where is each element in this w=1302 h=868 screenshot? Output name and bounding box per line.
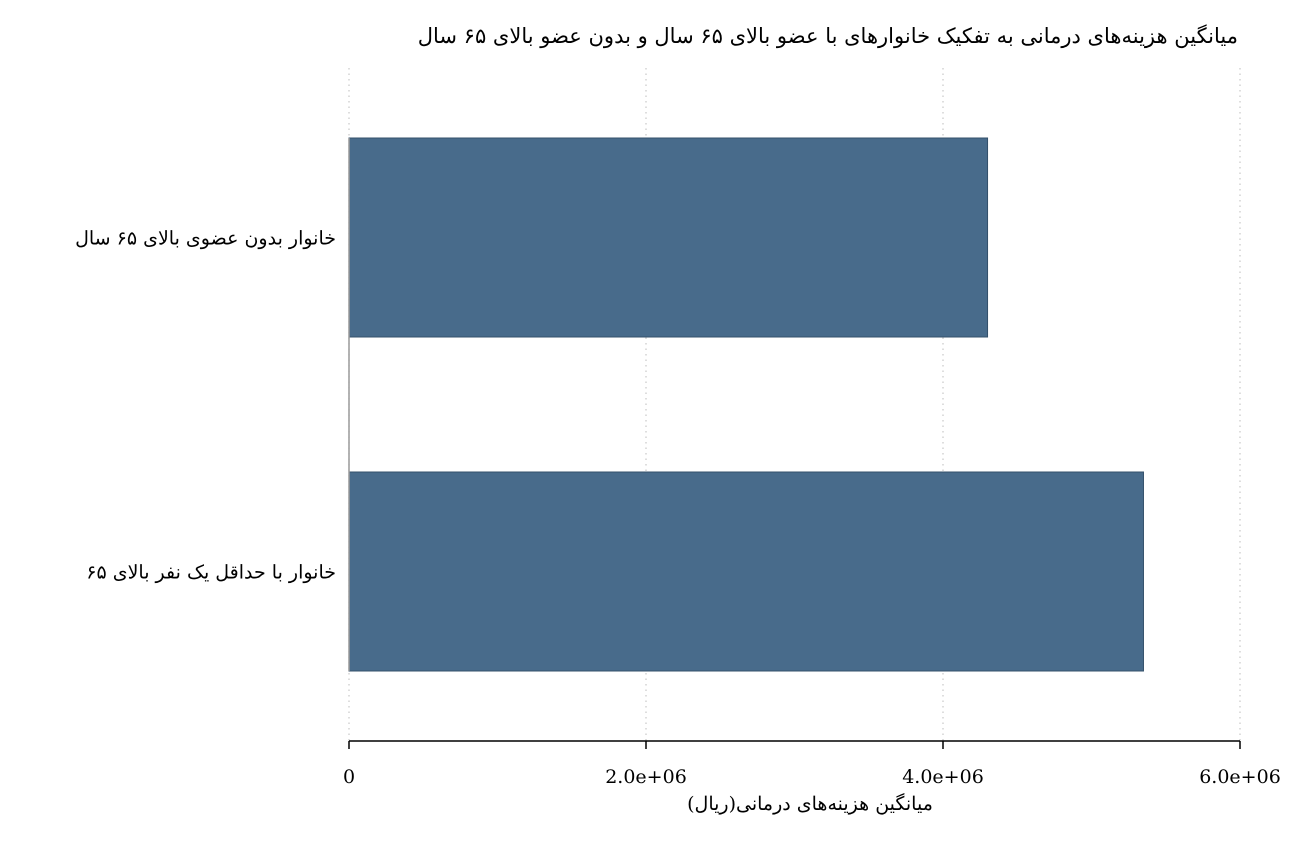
bar <box>348 471 1144 672</box>
x-tick-label: 0 <box>343 766 355 788</box>
x-tick-label: 4.0e+06 <box>902 766 984 788</box>
x-axis-label: میانگین هزینه‌های درمانی(ریال) <box>687 792 933 815</box>
x-ticks: 0 2.0e+06 4.0e+06 6.0e+06 <box>343 741 1281 788</box>
y-category-labels: خانوار بدون عضوی بالای ۶۵ سال خانوار با ح… <box>75 228 336 584</box>
y-category-label: خانوار با حداقل یک نفر بالای ۶۵ <box>86 562 336 584</box>
bars <box>348 137 1144 672</box>
bar <box>348 137 989 338</box>
chart-title: میانگین هزینه‌های درمانی به تفکیک خانوار… <box>417 24 1238 48</box>
y-category-label: خانوار بدون عضوی بالای ۶۵ سال <box>75 228 336 250</box>
x-tick-label: 2.0e+06 <box>605 766 687 788</box>
x-tick-label: 6.0e+06 <box>1199 766 1281 788</box>
